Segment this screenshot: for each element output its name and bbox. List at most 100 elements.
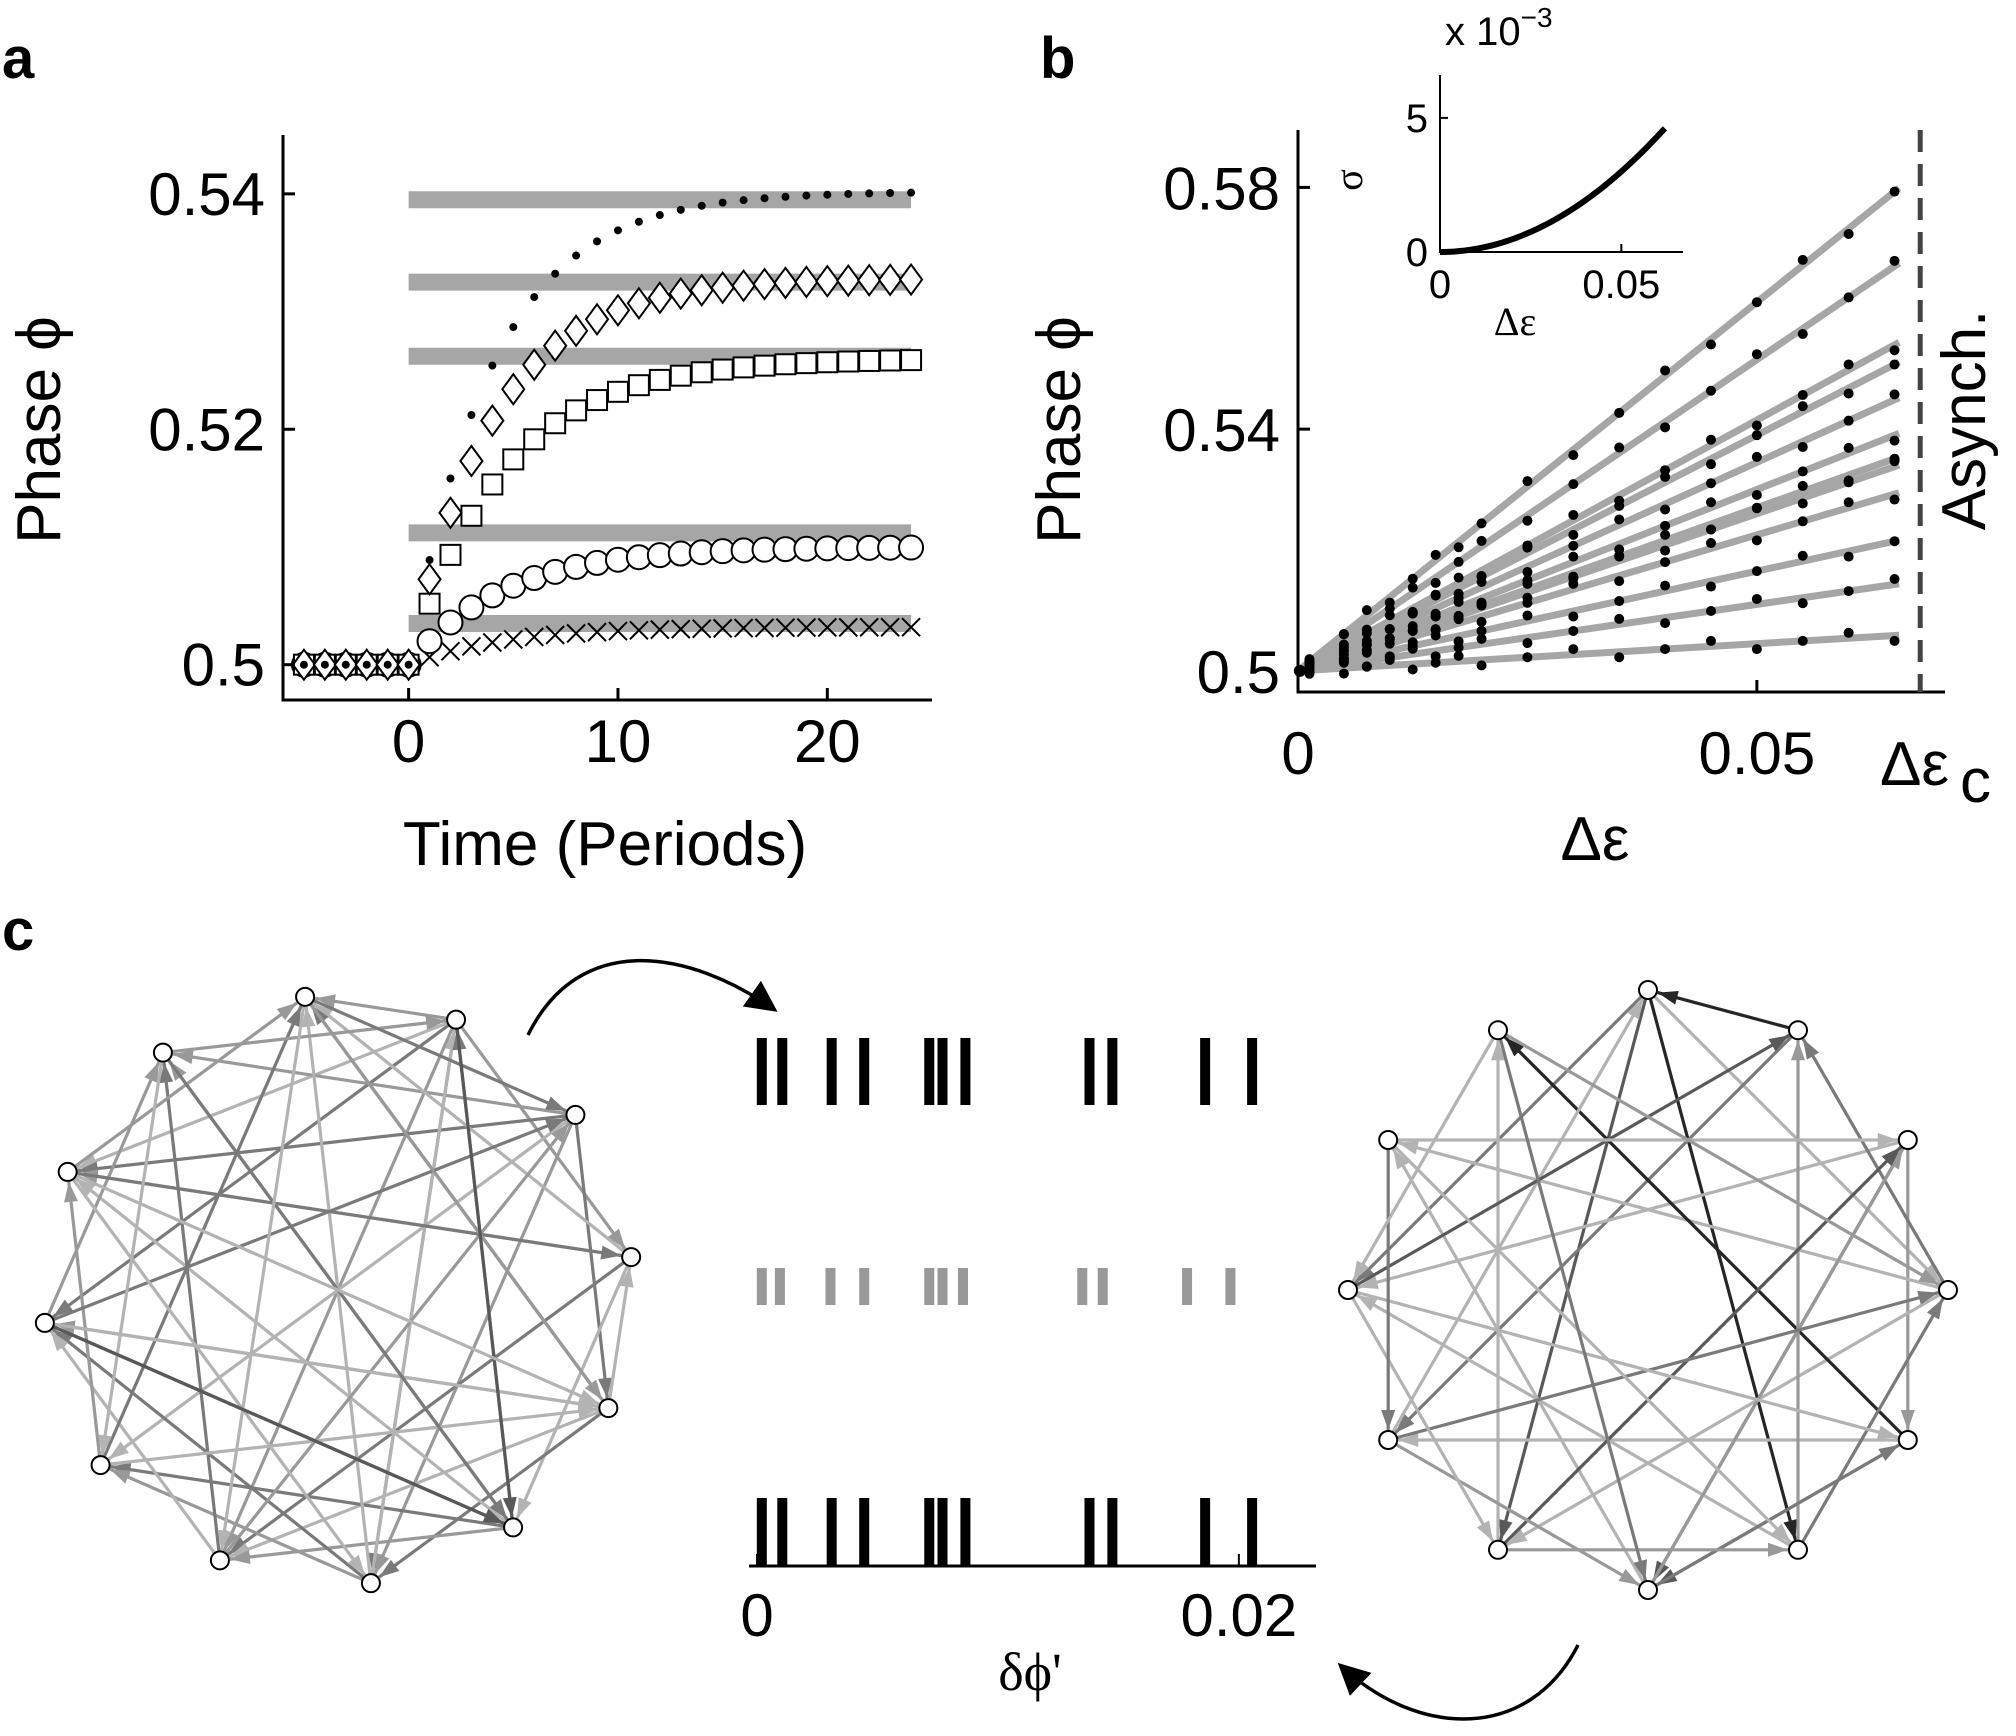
network-edge — [1386, 997, 1645, 1441]
x-axis-title: Time (Periods) — [403, 810, 807, 879]
dot-marker — [404, 660, 413, 669]
cross-marker — [566, 623, 586, 644]
data-point — [1522, 515, 1533, 526]
data-point — [1407, 621, 1418, 632]
data-point — [1476, 625, 1487, 636]
data-point — [1568, 571, 1579, 582]
data-point — [1522, 567, 1533, 578]
network-edge — [1801, 1038, 1950, 1291]
network-node — [1488, 1539, 1508, 1560]
fit-line — [1295, 185, 1902, 674]
cross-marker — [733, 618, 754, 638]
inset-x-tick-label: 0 — [1429, 263, 1451, 307]
data-point — [1361, 645, 1372, 656]
square-marker — [690, 361, 713, 384]
edge-arrowhead — [502, 1496, 517, 1518]
inset-exponent-base: x 10 — [1445, 10, 1521, 54]
network-edge — [1391, 1147, 1650, 1591]
spike — [777, 1038, 788, 1105]
network-edge — [373, 1114, 577, 1575]
diamond-marker — [668, 276, 694, 311]
spike — [756, 1268, 767, 1305]
data-point — [1522, 610, 1533, 621]
edge-arrowhead — [172, 1050, 194, 1064]
data-point — [1338, 653, 1349, 664]
axes: 0.5 0.54 0.58 0 0.05 — [1163, 130, 1945, 787]
data-point — [1430, 611, 1441, 622]
network-node — [621, 1247, 642, 1268]
network-node — [1897, 1130, 1918, 1150]
cross-marker — [524, 627, 544, 647]
diamond-marker — [752, 267, 777, 301]
spike — [756, 1498, 767, 1566]
network-edge — [1497, 1028, 1941, 1287]
edge-arrowhead — [1768, 1035, 1790, 1052]
edge-arrowhead — [544, 1118, 567, 1133]
dot-marker — [886, 189, 895, 198]
y-tick-label: 0.54 — [1163, 397, 1280, 464]
edge-arrowhead — [1397, 1141, 1419, 1155]
network-node — [1378, 1430, 1399, 1450]
diamond-marker — [563, 314, 589, 348]
data-point — [1614, 500, 1625, 511]
panel-label-a: a — [2, 26, 35, 91]
network-node — [1788, 1539, 1808, 1560]
spike — [1225, 1268, 1236, 1305]
edge-arrowhead — [1506, 1528, 1528, 1545]
square-marker — [795, 352, 818, 375]
data-point — [1476, 518, 1487, 529]
cross-marker — [545, 625, 565, 645]
edge-arrowhead — [227, 1536, 249, 1555]
data-point — [1361, 635, 1372, 646]
square-marker — [502, 448, 525, 471]
circle-marker — [563, 553, 590, 580]
edge-arrowhead — [1381, 1410, 1396, 1430]
data-point — [1660, 644, 1671, 655]
dot-marker — [488, 361, 497, 370]
network-edge — [1347, 1033, 1791, 1292]
inset-axis-lines — [1439, 75, 1683, 253]
data-point — [1568, 450, 1579, 461]
network-edge — [218, 1121, 571, 1562]
circle-marker — [898, 534, 925, 561]
network-edge — [67, 1170, 600, 1406]
edge-arrowhead — [551, 1122, 570, 1143]
cross-marker — [629, 620, 649, 640]
spike — [924, 1268, 935, 1305]
data-point — [1797, 441, 1808, 452]
square-marker — [523, 428, 546, 451]
network-edge — [43, 1061, 161, 1324]
spike — [1200, 1038, 1211, 1105]
y-tick-label: 0.5 — [182, 632, 265, 699]
data-point — [1705, 385, 1716, 396]
network-edge — [304, 995, 567, 1113]
edge-arrowhead — [1917, 1291, 1939, 1305]
spike — [859, 1498, 870, 1566]
edge-arrowhead — [1878, 1445, 1900, 1462]
spike — [826, 1038, 837, 1105]
data-point — [1568, 611, 1579, 622]
edge-arrowhead — [1393, 1148, 1410, 1170]
network-edge — [228, 1406, 609, 1559]
cross-marker — [901, 617, 921, 637]
network-edge — [222, 1019, 458, 1552]
network-edge — [162, 1019, 447, 1055]
edge-arrowhead — [378, 1559, 400, 1578]
edge-arrowhead — [545, 1096, 567, 1111]
edge-arrowhead — [1918, 1268, 1940, 1285]
data-point — [1705, 524, 1716, 535]
edge-arrowhead — [98, 1434, 112, 1456]
data-point — [1843, 442, 1854, 453]
network-edge — [515, 1256, 633, 1519]
data-point — [1453, 650, 1464, 661]
spike — [1182, 1268, 1193, 1305]
inset-y-title: σ — [1326, 169, 1371, 191]
square-marker — [711, 358, 734, 381]
data-point — [1705, 538, 1716, 549]
data-point — [1568, 529, 1579, 540]
edge-arrowhead — [374, 1552, 390, 1574]
diamond-marker — [689, 273, 714, 307]
arrow-bottom — [1337, 1644, 1580, 1721]
network-edge — [1346, 1289, 1495, 1542]
data-point — [1453, 572, 1464, 583]
